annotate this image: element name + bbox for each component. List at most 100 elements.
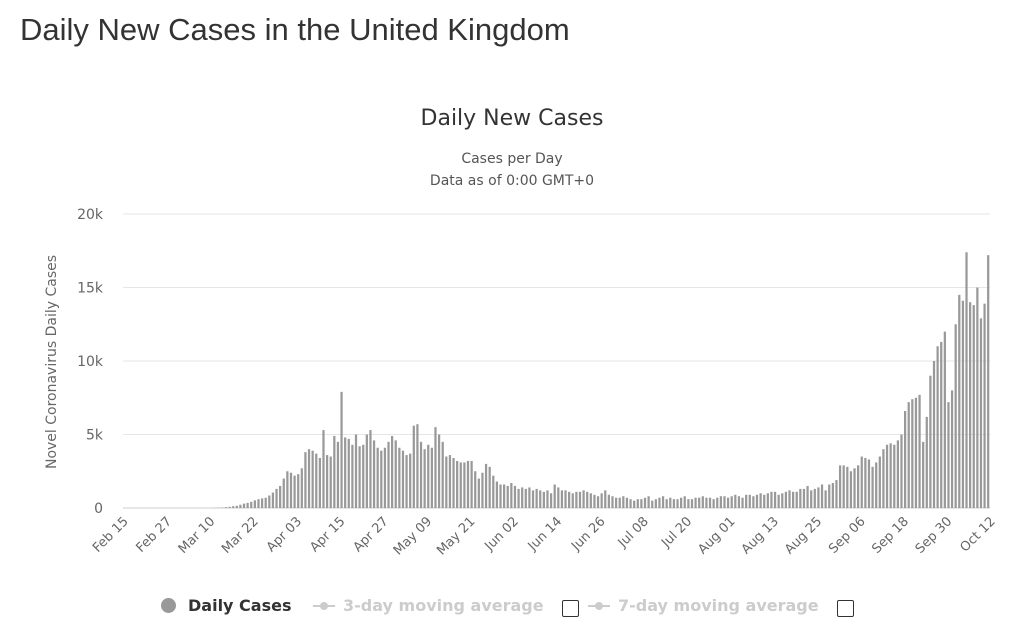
legend: Daily Cases 3-day moving average 7-day m… — [0, 596, 1024, 622]
bar — [669, 497, 672, 508]
bar — [521, 487, 524, 508]
bar — [589, 493, 592, 508]
bar — [481, 472, 484, 508]
checkbox-7-day-average[interactable] — [837, 600, 854, 617]
bar — [849, 471, 853, 508]
bar — [810, 490, 813, 508]
bar — [586, 491, 589, 508]
bar — [885, 444, 889, 508]
bar — [969, 302, 972, 508]
bar — [752, 496, 755, 508]
bar — [286, 471, 289, 508]
bar — [907, 402, 910, 508]
bar — [423, 449, 426, 508]
bar — [846, 466, 849, 508]
bar — [474, 471, 477, 508]
bar — [831, 483, 834, 508]
daily-cases-chart: Daily New Cases Cases per Day Data as of 0… — [44, 106, 999, 558]
bar — [680, 497, 683, 508]
legend-dot-icon — [161, 598, 176, 613]
legend-item-7-day-average[interactable]: 7-day moving average — [588, 596, 819, 615]
bar — [914, 397, 918, 508]
bar — [694, 497, 697, 508]
bar — [824, 490, 827, 508]
bar — [553, 484, 556, 508]
x-tick-label: May 09 — [391, 514, 435, 558]
bar — [672, 499, 676, 508]
bar — [614, 497, 618, 508]
bar — [665, 499, 668, 508]
checkbox-3-day-average[interactable] — [562, 600, 579, 617]
bar — [755, 494, 759, 508]
bar — [228, 506, 231, 508]
bar — [690, 499, 694, 508]
bar — [578, 491, 582, 508]
bar — [506, 485, 509, 508]
bar — [741, 497, 744, 508]
bar — [748, 494, 751, 508]
bar — [387, 441, 390, 508]
bar — [484, 463, 488, 508]
bar — [633, 500, 636, 508]
x-tick-label: Apr 03 — [264, 514, 305, 555]
bar — [503, 484, 506, 508]
bar — [651, 500, 654, 508]
bar — [445, 456, 448, 508]
bar — [629, 499, 632, 508]
legend-item-3-day-average[interactable]: 3-day moving average — [313, 596, 544, 615]
bar — [806, 485, 809, 508]
bar — [658, 497, 661, 508]
y-axis-label: Novel Coronavirus Daily Cases — [44, 255, 60, 469]
legend-item-daily-cases[interactable]: Daily Cases — [161, 596, 291, 615]
bar — [647, 496, 650, 508]
bar — [535, 488, 538, 508]
bar — [376, 447, 379, 508]
y-tick-label: 20k — [77, 207, 104, 223]
bar — [318, 458, 321, 508]
bar — [723, 496, 726, 508]
bar — [625, 497, 629, 508]
chart-title: Daily New Cases — [421, 106, 604, 131]
x-tick-label: Aug 25 — [782, 514, 825, 557]
bar — [875, 462, 878, 508]
bar — [271, 492, 275, 508]
bar — [698, 497, 701, 508]
bar — [365, 434, 368, 508]
bar — [932, 361, 936, 508]
bar — [882, 449, 885, 508]
bar — [958, 294, 961, 508]
bar — [242, 503, 246, 508]
bar — [517, 488, 520, 508]
bar — [593, 494, 596, 508]
bar — [701, 496, 704, 508]
bar — [838, 465, 842, 508]
bar — [275, 488, 278, 508]
x-tick-label: Oct 12 — [958, 514, 999, 555]
bar — [813, 488, 816, 508]
bar — [539, 490, 542, 508]
x-tick-label: Jun 26 — [568, 514, 608, 554]
bar — [654, 499, 657, 508]
bar — [716, 497, 719, 508]
bar — [784, 491, 788, 508]
bar — [463, 462, 466, 508]
bar — [987, 255, 990, 508]
bar — [560, 490, 564, 508]
bar — [372, 440, 376, 508]
bar — [289, 472, 293, 508]
bar — [394, 440, 397, 508]
y-tick-label: 10k — [77, 354, 104, 370]
bar — [712, 499, 715, 508]
bar — [264, 497, 267, 508]
chart-subtitle: Data as of 0:00 GMT+0 — [430, 173, 594, 189]
bar — [878, 456, 881, 508]
bar — [282, 478, 285, 508]
bar — [792, 491, 795, 508]
bar — [817, 487, 820, 508]
legend-label-3-day-average: 3-day moving average — [343, 596, 544, 615]
legend-line-marker-icon — [588, 601, 610, 610]
bar — [979, 318, 983, 508]
bar — [437, 434, 441, 508]
bar — [604, 490, 607, 508]
bar — [340, 391, 343, 508]
